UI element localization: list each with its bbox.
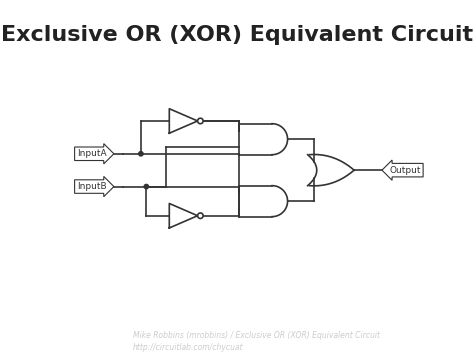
Text: CIRCUIT: CIRCUIT	[40, 331, 83, 340]
Circle shape	[144, 184, 148, 189]
Text: ~W~ LAB: ~W~ LAB	[41, 343, 82, 352]
Text: InputA: InputA	[77, 149, 107, 158]
Circle shape	[139, 152, 143, 156]
Circle shape	[198, 118, 203, 124]
Text: Mike Robbins (mrobbins) / Exclusive OR (XOR) Equivalent Circuit: Mike Robbins (mrobbins) / Exclusive OR (…	[133, 331, 380, 340]
Text: InputB: InputB	[77, 182, 107, 191]
Text: http://circuitlab.com/chycuat: http://circuitlab.com/chycuat	[133, 343, 243, 352]
Text: Exclusive OR (XOR) Equivalent Circuit: Exclusive OR (XOR) Equivalent Circuit	[1, 25, 473, 45]
Circle shape	[198, 213, 203, 218]
Text: Output: Output	[389, 166, 421, 175]
